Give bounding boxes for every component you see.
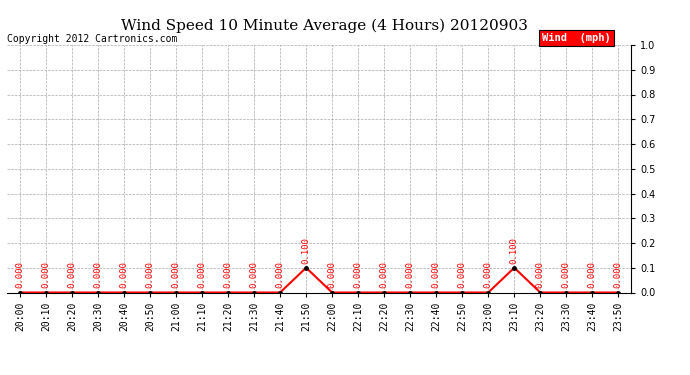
Text: 0.000: 0.000 (119, 261, 128, 288)
Text: 0.000: 0.000 (614, 261, 623, 288)
Text: 0.000: 0.000 (15, 261, 24, 288)
Text: Copyright 2012 Cartronics.com: Copyright 2012 Cartronics.com (7, 34, 177, 44)
Text: 0.000: 0.000 (484, 261, 493, 288)
Text: 0.000: 0.000 (380, 261, 388, 288)
Text: 0.000: 0.000 (250, 261, 259, 288)
Text: 0.000: 0.000 (432, 261, 441, 288)
Text: 0.000: 0.000 (172, 261, 181, 288)
Text: 0.000: 0.000 (93, 261, 103, 288)
Text: Wind Speed 10 Minute Average (4 Hours) 20120903: Wind Speed 10 Minute Average (4 Hours) 2… (121, 19, 528, 33)
Text: 0.000: 0.000 (354, 261, 363, 288)
Text: 0.100: 0.100 (302, 237, 310, 264)
Text: 0.000: 0.000 (68, 261, 77, 288)
Text: 0.000: 0.000 (146, 261, 155, 288)
Text: 0.000: 0.000 (535, 261, 545, 288)
Text: Wind  (mph): Wind (mph) (542, 33, 611, 43)
Text: 0.000: 0.000 (275, 261, 284, 288)
Text: 0.000: 0.000 (457, 261, 466, 288)
Text: 0.000: 0.000 (197, 261, 206, 288)
Text: 0.100: 0.100 (510, 237, 519, 264)
Text: 0.000: 0.000 (562, 261, 571, 288)
Text: 0.000: 0.000 (328, 261, 337, 288)
Text: 0.000: 0.000 (41, 261, 50, 288)
Text: 0.000: 0.000 (224, 261, 233, 288)
Text: 0.000: 0.000 (588, 261, 597, 288)
Text: 0.000: 0.000 (406, 261, 415, 288)
